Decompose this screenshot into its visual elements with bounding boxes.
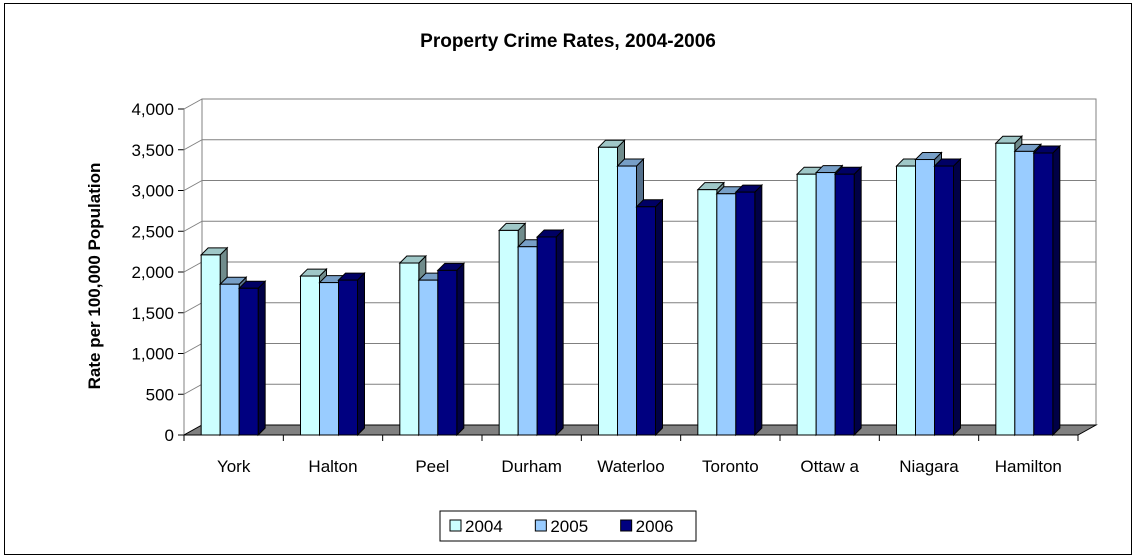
bar [399, 262, 420, 436]
bar [300, 275, 320, 436]
bar [437, 269, 458, 436]
bar [617, 165, 637, 436]
bar [219, 283, 240, 436]
legend-swatch [620, 519, 633, 532]
gridline-side [183, 343, 203, 354]
gridline-side [183, 220, 203, 232]
bar [498, 229, 519, 436]
bar [896, 165, 916, 436]
x-tick-label: Peel [415, 457, 449, 476]
legend: 2004 2005 2006 [439, 510, 697, 542]
y-tick-label: 4,000 [131, 100, 174, 119]
bar-side [853, 165, 862, 437]
bar-side [357, 271, 365, 437]
bar-side [257, 280, 266, 437]
y-tick-label: 3,000 [131, 182, 174, 201]
bar [716, 193, 737, 436]
legend-swatch [534, 519, 547, 532]
y-tick-label: 3,500 [131, 141, 174, 160]
bar [1014, 150, 1035, 436]
bar-side [1052, 144, 1061, 437]
y-tick-label: 500 [146, 385, 174, 404]
bar-side [953, 157, 961, 437]
bar [1033, 152, 1054, 436]
bar [834, 173, 855, 436]
bar [319, 282, 339, 436]
y-tick-label: 2,000 [131, 263, 174, 282]
x-tick-label: Toronto [702, 457, 759, 476]
y-tick-label: 2,500 [131, 222, 174, 241]
x-tick-label: Niagara [899, 457, 959, 476]
gridline-side [183, 180, 203, 191]
gridline-side [183, 98, 203, 110]
x-tick-label: Halton [308, 457, 357, 476]
y-tick-label: 1,000 [131, 345, 174, 364]
bar [697, 189, 718, 436]
bar-side [456, 262, 465, 437]
bar-side [655, 198, 663, 437]
x-tick-label: Waterloo [597, 457, 664, 476]
x-tick-label: Durham [501, 457, 561, 476]
bar [815, 172, 836, 436]
bar [338, 279, 358, 436]
legend-label: 2004 [465, 517, 503, 536]
x-tick-label: York [217, 457, 251, 476]
x-tick-label: Ottaw a [800, 457, 859, 476]
chart-title: Property Crime Rates, 2004-2006 [420, 31, 716, 52]
gridline-side [183, 261, 203, 273]
bar [915, 159, 935, 436]
gridline-side [183, 383, 203, 395]
bar [636, 206, 656, 436]
bar [418, 279, 439, 436]
bar [995, 142, 1016, 436]
legend-label: 2005 [550, 517, 588, 536]
plot-area: 0 500 1,000 1,500 2,000 2,500 3,000 3,500 4,000 Y… [131, 98, 1098, 476]
legend-label: 2006 [636, 517, 674, 536]
bar-side [754, 183, 763, 437]
bar [735, 191, 756, 436]
y-axis-title: Rate per 100,000 Population [85, 163, 104, 390]
y-tick-label: 0 [165, 426, 174, 445]
bar [598, 146, 618, 436]
bar [517, 246, 538, 436]
gridline-side [183, 139, 203, 151]
x-tick-label: Hamilton [995, 457, 1062, 476]
bar [536, 236, 557, 436]
legend-box [439, 510, 697, 542]
gridline-side [183, 302, 203, 314]
bar [796, 173, 817, 436]
y-tick-label: 1,500 [131, 304, 174, 323]
bar [238, 287, 259, 436]
bar-side [555, 228, 564, 437]
legend-swatch [449, 519, 462, 532]
bar [934, 165, 954, 436]
bar [200, 254, 221, 436]
